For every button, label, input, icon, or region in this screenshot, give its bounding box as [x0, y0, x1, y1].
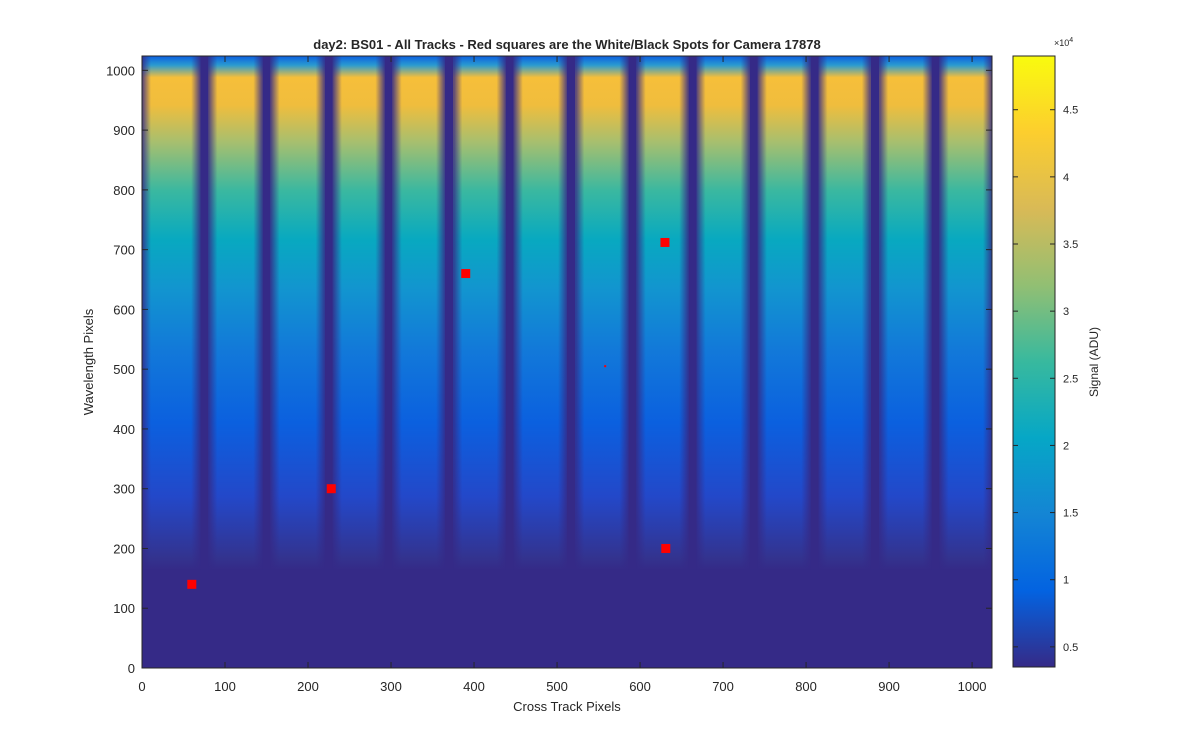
x-tick-label: 700 [712, 679, 734, 694]
x-tick-label: 900 [878, 679, 900, 694]
spot-markers [187, 237, 671, 589]
x-axis-label: Cross Track Pixels [513, 699, 621, 714]
track-gap-2 [262, 56, 271, 668]
x-tick-label: 1000 [958, 679, 987, 694]
track-edge-left-3 [270, 56, 280, 668]
colorbar-tick-label: 0.5 [1063, 642, 1078, 654]
colorbar-exponent-base: ×10 [1054, 38, 1069, 48]
heatmap [142, 56, 992, 668]
track-edge-right-5 [435, 56, 445, 668]
track-edge-left-9 [636, 56, 646, 668]
y-tick-label: 600 [113, 302, 135, 317]
track-gap-3 [324, 56, 333, 668]
track-gap-6 [505, 56, 514, 668]
track-edge-right-13 [922, 56, 932, 668]
track-gap-1 [200, 56, 209, 668]
x-tick-label: 500 [546, 679, 568, 694]
track-gaps [200, 56, 940, 668]
spot-marker [604, 365, 607, 368]
track-gap-11 [810, 56, 819, 668]
track-edge-left-4 [332, 56, 342, 668]
colorbar-tick-label: 3 [1063, 306, 1069, 318]
track-edge-left-14 [939, 56, 949, 668]
y-tick-label: 100 [113, 601, 135, 616]
track-edge-left-8 [575, 56, 585, 668]
track-gap-12 [870, 56, 880, 668]
spot-marker [660, 237, 670, 247]
y-tick-label: 800 [113, 183, 135, 198]
spot-marker [461, 269, 471, 279]
colorbar: 0.511.522.533.544.5 ×104 Signal (ADU) [1012, 37, 1101, 668]
spot-marker [187, 579, 197, 589]
track-gap-10 [749, 56, 758, 668]
track-gap-4 [384, 56, 393, 668]
y-tick-label: 1000 [106, 63, 135, 78]
x-tick-label: 100 [214, 679, 236, 694]
y-tick-label: 300 [113, 482, 135, 497]
track-edge-right-6 [496, 56, 506, 668]
track-edge-right-4 [375, 56, 385, 668]
track-edge-right-10 [740, 56, 750, 668]
track-edge-right-8 [619, 56, 629, 668]
x-tick-label: 600 [629, 679, 651, 694]
spot-marker [661, 543, 671, 553]
colorbar-tick-label: 4.5 [1063, 105, 1078, 117]
track-edge-left-2 [208, 56, 218, 668]
track-edge-left-7 [513, 56, 523, 668]
spot-marker [326, 484, 336, 494]
track-gap-13 [931, 56, 940, 668]
track-edge-left-12 [818, 56, 828, 668]
track-edge-left-10 [696, 56, 706, 668]
colorbar-scale [1012, 55, 1056, 668]
track-gap-5 [444, 56, 454, 668]
track-edge-right-11 [801, 56, 811, 668]
track-edge-right-14 [983, 56, 992, 668]
colorbar-tick-label: 1.5 [1063, 508, 1078, 520]
colorbar-tick-label: 3.5 [1063, 239, 1078, 251]
track-edge-left-1 [142, 56, 151, 668]
x-axis: 0 100 200 300 400 500 600 700 800 900 1000 [138, 56, 987, 694]
track-edge-right-3 [315, 56, 325, 668]
y-tick-label: 700 [113, 243, 135, 258]
colorbar-tick-label: 1 [1063, 575, 1069, 587]
track-edge-left-13 [879, 56, 889, 668]
plot-frame [141, 55, 993, 669]
y-tick-label: 500 [113, 362, 135, 377]
x-tick-label: 0 [138, 679, 145, 694]
colorbar-tick-label: 2 [1063, 440, 1069, 452]
track-edge-left-6 [453, 56, 463, 668]
y-tick-label: 400 [113, 422, 135, 437]
x-tick-label: 200 [297, 679, 319, 694]
y-axis-label: Wavelength Pixels [81, 308, 96, 415]
y-tick-label: 900 [113, 123, 135, 138]
track-edge-right-2 [253, 56, 263, 668]
dark-band [142, 569, 992, 668]
chart-title: day2: BS01 - All Tracks - Red squares ar… [313, 37, 820, 52]
y-tick-label: 200 [113, 541, 135, 556]
track-edge-right-1 [191, 56, 201, 668]
track-edge-right-12 [861, 56, 871, 668]
colorbar-exponent: ×104 [1054, 37, 1073, 48]
track-gap-8 [628, 56, 637, 668]
track-edge-left-5 [392, 56, 402, 668]
colorbar-ticks: 0.5 1 1.5 2 2.5 3 3.5 4 4.5 [1013, 105, 1078, 654]
track-edge-left-11 [757, 56, 767, 668]
track-edge-right-9 [679, 56, 689, 668]
track-gap-9 [688, 56, 697, 668]
colorbar-tick-label: 2.5 [1063, 373, 1078, 385]
y-tick-label: 0 [128, 661, 135, 676]
track-gap-7 [567, 56, 576, 668]
x-tick-label: 400 [463, 679, 485, 694]
colorbar-exponent-power: 4 [1069, 37, 1073, 44]
track-edges [142, 56, 992, 668]
track-edge-right-7 [558, 56, 567, 668]
y-axis: 0 100 200 300 400 500 600 700 800 900 1000 [106, 63, 992, 676]
x-tick-label: 300 [380, 679, 402, 694]
x-tick-label: 800 [795, 679, 817, 694]
colorbar-label: Signal (ADU) [1087, 327, 1101, 397]
colorbar-tick-label: 4 [1063, 172, 1069, 184]
